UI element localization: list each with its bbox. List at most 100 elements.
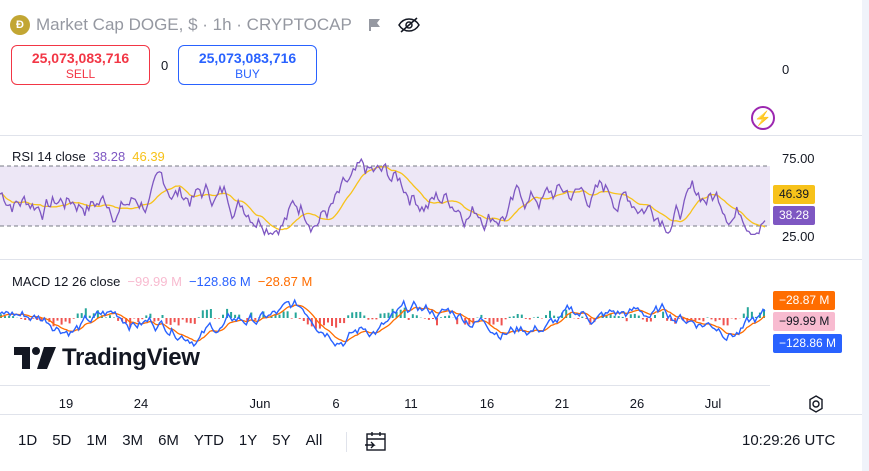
macd-histogram-bar (64, 318, 67, 322)
range-button-1d[interactable]: 1D (18, 432, 38, 449)
range-button-ytd[interactable]: YTD (193, 432, 224, 449)
sell-price: 25,073,083,716 (31, 50, 130, 66)
range-button-6m[interactable]: 6M (158, 432, 179, 449)
macd-histogram-bar (76, 313, 79, 318)
symbol-title[interactable]: Market Cap DOGE, $ · 1h · CRYPTOCAP (36, 15, 352, 34)
range-button-3m[interactable]: 3M (122, 432, 144, 449)
time-axis[interactable]: 19 24 Jun 6 11 16 21 26 Jul (0, 396, 770, 412)
macd-histogram-bar (415, 315, 418, 318)
range-button-5y[interactable]: 5Y (272, 432, 291, 449)
macd-histogram-bar (407, 318, 410, 320)
macd-histogram-bar (298, 318, 301, 319)
macd-line (0, 298, 766, 348)
rsi-pane[interactable] (0, 136, 770, 260)
macd-histogram-bar (440, 317, 442, 318)
macd-histogram-bar (480, 314, 483, 318)
macd-histogram-bar (750, 311, 753, 318)
macd-histogram-bar (613, 315, 616, 318)
buy-button[interactable]: 25,073,083,716 BUY (178, 45, 317, 85)
macd-histogram-bar (633, 313, 636, 318)
macd-histogram-bar (60, 318, 63, 325)
macd-histogram-bar (347, 315, 350, 318)
macd-histogram-bar (137, 318, 140, 323)
settings-icon[interactable] (806, 394, 826, 419)
macd-histogram-bar (125, 318, 128, 323)
vertical-scrollbar[interactable] (862, 0, 869, 471)
macd-histogram-bar (250, 312, 253, 318)
pane-divider[interactable] (0, 135, 862, 136)
time-axis-label: 21 (554, 396, 570, 411)
macd-histogram-bar (585, 318, 588, 319)
macd-histogram-bar (754, 316, 757, 318)
rsi-ma-price-badge: 46.39 (773, 185, 816, 204)
macd-histogram-bar (456, 318, 459, 325)
macd-histogram-bar (694, 318, 697, 321)
macd-histogram-bar (246, 318, 249, 322)
macd-histogram-bar (545, 315, 547, 318)
macd-histogram-bar (524, 318, 527, 319)
macd-legend: MACD 12 26 close −99.99 M −128.86 M −28.… (12, 274, 312, 289)
macd-histogram-bar (670, 318, 673, 321)
macd-histogram-bar (411, 314, 414, 318)
macd-price-badge: −128.86 M (773, 334, 843, 353)
macd-histogram-bar (649, 318, 652, 322)
macd-histogram-bar (302, 318, 305, 321)
macd-histogram-bar (286, 311, 289, 318)
range-button-5d[interactable]: 5D (52, 432, 72, 449)
macd-histogram-bar (193, 318, 196, 324)
range-button-1m[interactable]: 1M (86, 432, 108, 449)
macd-histogram-bar (36, 318, 39, 320)
price-axis-zero: 0 (782, 62, 790, 77)
macd-histogram-bar (117, 318, 120, 321)
macd-histogram-bar (161, 315, 164, 318)
pane-divider[interactable] (0, 259, 862, 260)
macd-histogram-bar (222, 314, 224, 318)
macd-histogram-bar (72, 318, 75, 319)
time-axis-label: 24 (133, 396, 149, 411)
macd-histogram-bar (577, 318, 580, 319)
macd-histogram-bar (520, 314, 523, 318)
macd-histogram-bar (504, 318, 507, 320)
macd-pane[interactable] (0, 260, 770, 385)
macd-histogram-bar (726, 318, 729, 326)
macd-legend-name[interactable]: MACD 12 26 close (12, 274, 121, 289)
macd-histogram-bar (270, 315, 273, 318)
bolt-icon[interactable]: ⚡ (751, 106, 775, 130)
macd-histogram-bar (536, 316, 539, 318)
macd-histogram-bar (323, 318, 325, 326)
sell-button[interactable]: 25,073,083,716 SELL (11, 45, 150, 85)
macd-histogram-bar (549, 310, 551, 318)
macd-histogram-bar (157, 318, 160, 321)
macd-histogram-bar (367, 318, 370, 320)
macd-histogram-bar (84, 308, 87, 318)
macd-signal-legend-value: −28.87 M (257, 274, 313, 289)
macd-histogram-bar (181, 318, 184, 320)
macd-histogram-bar (492, 318, 495, 325)
macd-histogram-bar (540, 318, 543, 319)
macd-histogram-bar (169, 318, 172, 325)
utc-clock[interactable]: 10:29:26 UTC (742, 432, 836, 449)
rsi-legend-name[interactable]: RSI 14 close (12, 149, 86, 164)
macd-histogram-bar (722, 318, 725, 326)
macd-histogram-bar (141, 318, 144, 320)
hide-eye-icon[interactable] (397, 17, 420, 33)
macd-histogram-bar (702, 318, 705, 322)
macd-histogram-bar (714, 318, 717, 322)
macd-histogram-bar (395, 311, 398, 318)
macd-histogram-bar (666, 318, 669, 321)
range-button-all[interactable]: All (305, 432, 323, 449)
calendar-goto-icon[interactable] (364, 431, 388, 458)
symbol-header: Ð Market Cap DOGE, $ · 1h · CRYPTOCAP (10, 11, 420, 39)
macd-histogram-bar (129, 318, 132, 328)
flag-icon[interactable] (368, 18, 382, 32)
toolbar-divider (0, 414, 862, 415)
macd-histogram-bar (331, 318, 333, 326)
range-button-1y[interactable]: 1Y (238, 432, 258, 449)
macd-histogram-bar (20, 318, 23, 319)
tradingview-logo[interactable]: TradingView (14, 344, 200, 372)
macd-histogram-bar (387, 312, 390, 318)
macd-histogram-bar (609, 313, 612, 318)
macd-histogram-bar (153, 318, 156, 322)
macd-histogram-bar (68, 318, 71, 324)
macd-histogram-bar (189, 318, 192, 324)
